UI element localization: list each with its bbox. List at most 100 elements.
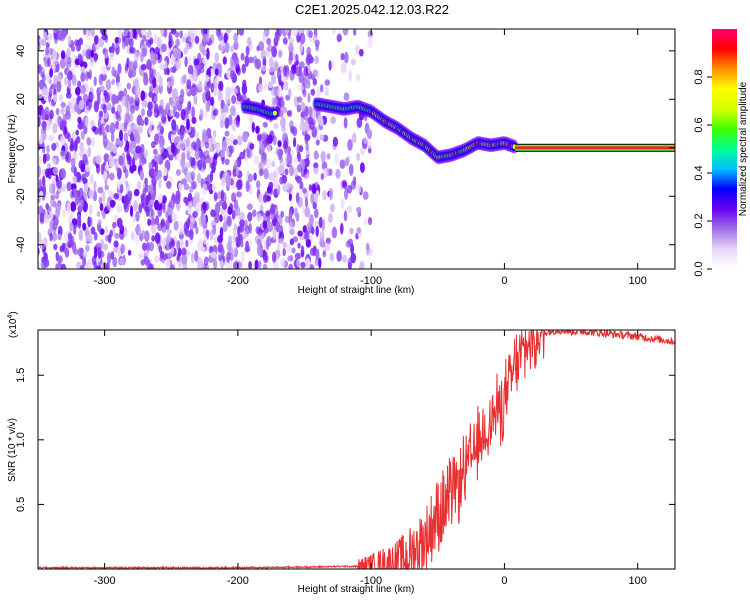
noise-speckle: [331, 226, 338, 239]
noise-speckle: [257, 83, 264, 93]
snr-x-tick-label: -300: [94, 575, 116, 587]
noise-speckle: [308, 264, 315, 269]
noise-speckle: [60, 168, 66, 180]
noise-speckle: [167, 252, 174, 259]
noise-speckle: [128, 96, 134, 105]
noise-speckle: [134, 93, 139, 101]
noise-speckle: [286, 243, 291, 253]
noise-speckle: [95, 35, 99, 44]
noise-speckle: [38, 165, 41, 177]
noise-speckle: [88, 189, 95, 199]
noise-speckle: [95, 154, 102, 165]
snr-y-tick-label: 1.0: [15, 432, 27, 447]
noise-speckle: [205, 101, 211, 112]
noise-speckle: [235, 236, 241, 243]
noise-speckle: [320, 173, 324, 181]
noise-speckle-layer: [38, 29, 374, 269]
noise-speckle: [111, 106, 116, 114]
snr-background: [38, 330, 675, 569]
noise-speckle: [53, 32, 59, 45]
noise-speckle: [135, 145, 142, 154]
noise-speckle: [73, 139, 78, 152]
noise-speckle: [43, 212, 50, 224]
noise-speckle: [263, 168, 269, 180]
noise-speckle: [76, 261, 82, 269]
noise-speckle: [165, 258, 171, 269]
noise-speckle: [324, 86, 329, 97]
noise-speckle: [301, 160, 306, 169]
colorbar-tick-label: 0.0: [693, 261, 705, 276]
noise-speckle: [339, 159, 346, 169]
noise-speckle: [141, 229, 146, 240]
noise-speckle: [222, 56, 227, 65]
noise-speckle: [42, 244, 46, 255]
noise-speckle: [115, 82, 122, 90]
noise-speckle: [341, 255, 348, 263]
noise-speckle: [43, 258, 50, 268]
noise-speckle: [87, 146, 92, 158]
noise-speckle: [152, 168, 158, 177]
noise-speckle: [202, 128, 207, 138]
noise-speckle: [168, 31, 172, 44]
noise-speckle: [182, 74, 187, 84]
noise-speckle: [213, 153, 218, 160]
noise-speckle: [245, 180, 250, 193]
noise-speckle: [277, 140, 282, 148]
noise-speckle: [160, 105, 164, 115]
noise-speckle: [309, 214, 314, 225]
noise-speckle: [240, 239, 244, 248]
noise-speckle: [60, 101, 66, 108]
noise-speckle: [128, 70, 134, 79]
noise-speckle: [288, 42, 294, 55]
noise-speckle: [129, 105, 136, 115]
noise-speckle: [280, 100, 285, 109]
noise-speckle: [196, 68, 202, 76]
noise-speckle: [80, 66, 86, 74]
noise-speckle: [213, 84, 218, 97]
noise-speckle: [273, 122, 279, 130]
noise-speckle: [236, 135, 243, 146]
noise-speckle: [142, 242, 147, 251]
noise-speckle: [151, 235, 156, 242]
noise-speckle: [184, 56, 188, 67]
noise-speckle: [42, 153, 47, 164]
noise-speckle: [166, 228, 172, 236]
noise-speckle: [278, 164, 285, 175]
noise-speckle: [223, 32, 228, 43]
noise-speckle: [99, 110, 104, 118]
noise-speckle: [144, 230, 150, 242]
noise-speckle: [269, 213, 275, 220]
noise-speckle: [193, 58, 200, 66]
noise-speckle: [257, 134, 261, 142]
noise-speckle: [126, 82, 131, 90]
noise-speckle: [45, 168, 50, 178]
noise-speckle: [39, 212, 45, 223]
noise-speckle: [172, 105, 177, 118]
noise-speckle: [129, 46, 135, 54]
noise-speckle: [163, 60, 168, 70]
noise-speckle: [107, 233, 112, 244]
noise-speckle: [358, 48, 364, 57]
spectrogram-y-tick-label: -40: [15, 237, 27, 253]
noise-speckle: [141, 108, 145, 117]
noise-speckle: [127, 38, 133, 46]
noise-speckle: [190, 252, 195, 264]
noise-speckle: [214, 52, 220, 63]
noise-speckle: [244, 55, 250, 67]
noise-speckle: [192, 29, 198, 39]
noise-speckle: [217, 92, 224, 102]
noise-speckle: [66, 151, 72, 164]
noise-speckle: [279, 176, 284, 185]
noise-speckle: [119, 222, 123, 231]
noise-speckle: [326, 153, 331, 160]
noise-speckle: [67, 70, 73, 81]
noise-speckle: [121, 195, 126, 204]
noise-speckle: [201, 49, 208, 56]
noise-speckle: [123, 132, 128, 142]
noise-speckle: [67, 57, 72, 65]
noise-speckle: [66, 183, 72, 192]
noise-speckle: [350, 252, 357, 264]
noise-speckle: [137, 126, 143, 134]
noise-speckle: [221, 42, 226, 52]
